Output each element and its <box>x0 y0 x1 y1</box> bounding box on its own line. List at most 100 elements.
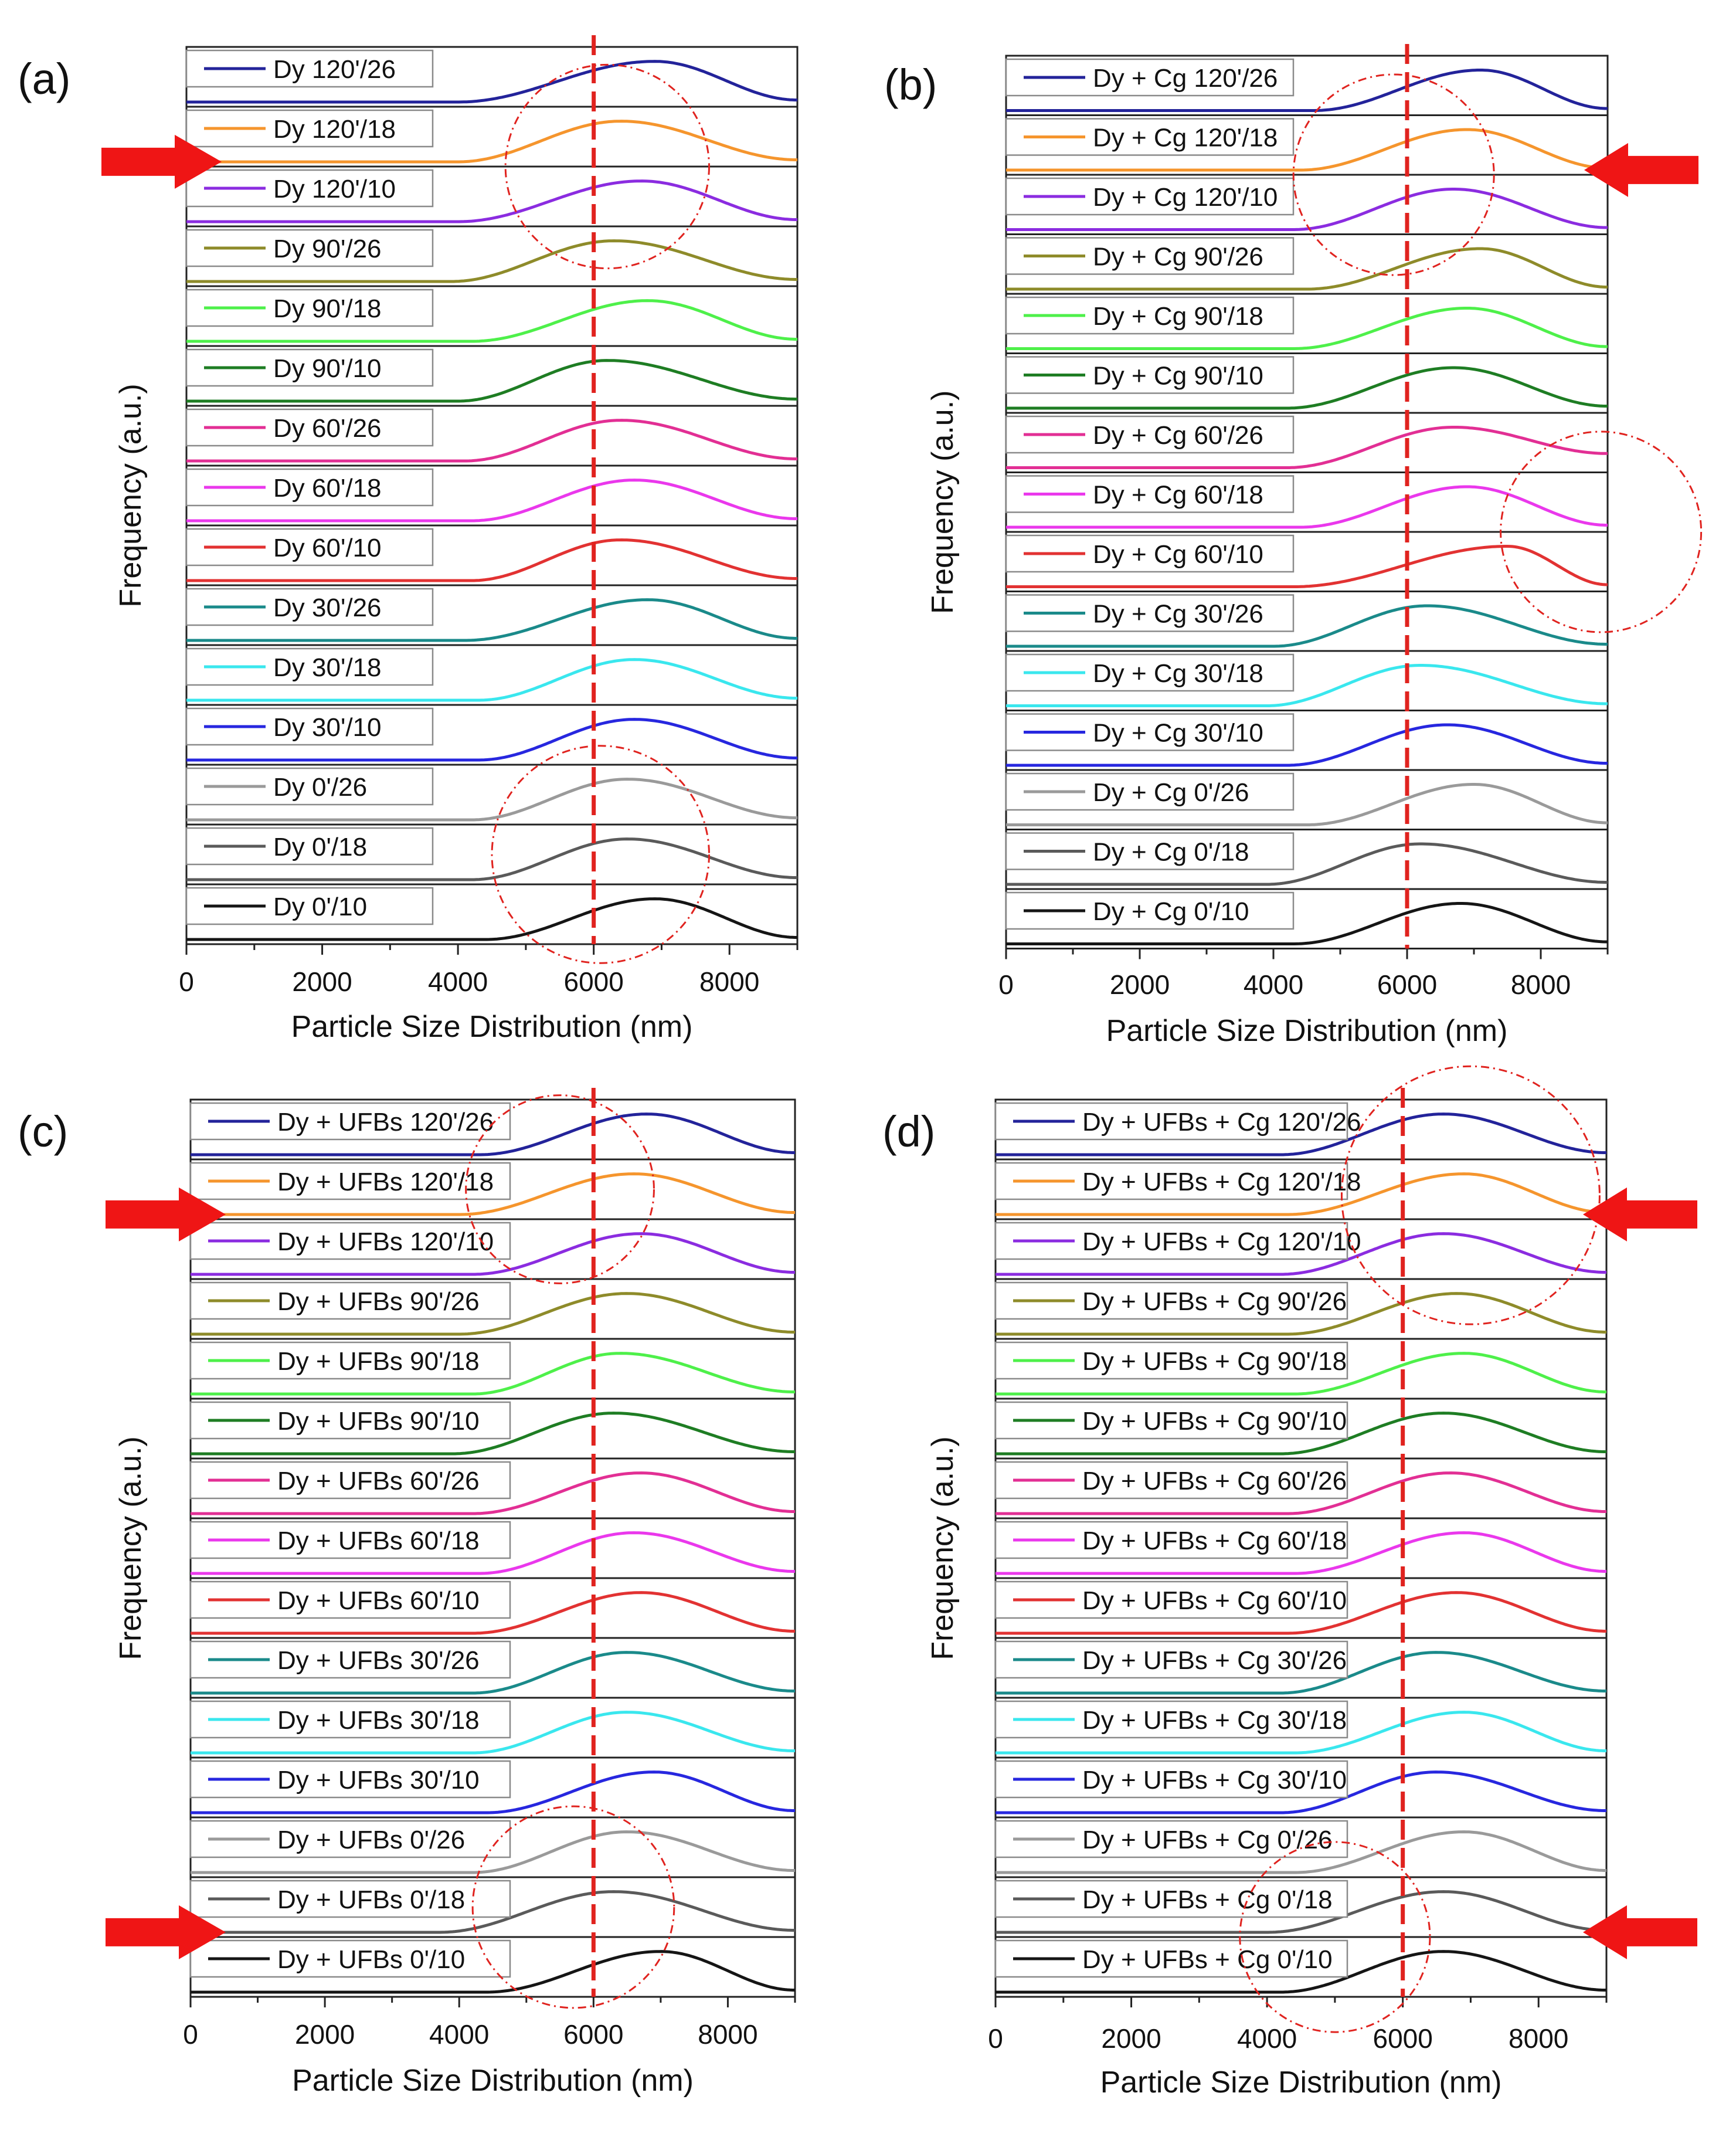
series-line <box>1006 128 1608 172</box>
red-arrow-icon <box>1584 143 1698 197</box>
x-tick-label: 4000 <box>429 2019 489 2050</box>
legend-label: Dy 120'/26 <box>273 55 396 84</box>
series-line <box>996 1711 1606 1755</box>
legend-box <box>185 109 434 148</box>
series-row: Dy + UFBs 60'/10 <box>189 1577 796 1639</box>
legend-label: Dy + UFBs 90'/18 <box>277 1347 480 1376</box>
legend-label: Dy 120'/18 <box>273 115 396 144</box>
legend-label: Dy 90'/18 <box>273 294 382 323</box>
series-row: Dy + UFBs + Cg 120'/10 <box>994 1218 1608 1280</box>
legend-box <box>185 408 434 447</box>
legend-label: Dy + UFBs + Cg 0'/18 <box>1082 1885 1333 1914</box>
y-axis-title: Frequency (a.u.) <box>114 1436 148 1660</box>
legend-label: Dy + Cg 60'/26 <box>1093 421 1263 450</box>
x-axis: 0 2000 4000 6000 8000 <box>183 1997 796 2050</box>
series-line <box>191 1412 795 1456</box>
legend-label: Dy 0'/10 <box>273 893 367 921</box>
panel-label: (d) <box>882 1107 935 1156</box>
series-line <box>1006 366 1608 410</box>
series-line <box>186 179 797 223</box>
series-line <box>191 1711 795 1755</box>
red-arrow-icon <box>106 1905 226 1959</box>
series-row: Dy + UFBs + Cg 0'/26 <box>994 1816 1608 1878</box>
legend-label: Dy + UFBs + Cg 120'/10 <box>1082 1227 1361 1256</box>
legend-label: Dy + Cg 120'/18 <box>1093 124 1278 152</box>
legend-label: Dy 90'/10 <box>273 354 382 383</box>
legend-label: Dy + Cg 30'/26 <box>1093 600 1263 629</box>
series-line <box>996 1830 1606 1874</box>
legend-label: Dy + UFBs 0'/10 <box>277 1945 465 1974</box>
x-tick-label: 2000 <box>1101 2023 1161 2054</box>
y-axis-title: Frequency (a.u.) <box>926 391 960 615</box>
legend-label: Dy + Cg 60'/18 <box>1093 481 1263 510</box>
series-line <box>996 1112 1606 1156</box>
x-tick-label: 2000 <box>295 2019 355 2050</box>
series-line <box>1006 902 1608 945</box>
legend-label: Dy + UFBs + Cg 60'/26 <box>1082 1467 1347 1495</box>
series-row: Dy 60'/26 <box>185 405 799 467</box>
series-row: Dy + UFBs 60'/18 <box>189 1517 796 1579</box>
legend-label: Dy + UFBs 90'/26 <box>277 1287 480 1316</box>
legend-label: Dy + Cg 90'/10 <box>1093 362 1263 391</box>
series-row: Dy + UFBs 120'/10 <box>189 1218 796 1280</box>
legend-label: Dy + UFBs 60'/10 <box>277 1586 480 1615</box>
series-row: Dy + Cg 90'/26 <box>1005 233 1609 295</box>
x-tick-label: 0 <box>998 969 1014 1000</box>
legend-label: Dy + Cg 0'/26 <box>1093 778 1249 807</box>
series-line <box>191 1950 795 1994</box>
series-row: Dy + UFBs 90'/26 <box>189 1278 796 1340</box>
x-tick-label: 2000 <box>292 966 352 997</box>
series-row: Dy + Cg 120'/18 <box>1005 114 1609 176</box>
annotation-circle <box>471 1805 675 2009</box>
x-axis: 0 2000 4000 6000 8000 <box>179 944 799 997</box>
series-line <box>1006 188 1608 231</box>
x-tick-label: 8000 <box>699 966 759 997</box>
series-row: Dy 60'/10 <box>185 524 799 586</box>
x-tick-label: 8000 <box>698 2019 757 2050</box>
series-row: Dy + UFBs + Cg 0'/18 <box>994 1876 1608 1938</box>
series-row: Dy + Cg 60'/10 <box>1005 531 1609 592</box>
series-line <box>996 1651 1606 1695</box>
series-row: Dy 90'/26 <box>185 225 799 287</box>
x-tick-label: 4000 <box>1237 2023 1297 2054</box>
series-line <box>996 1471 1606 1515</box>
series-row: Dy + UFBs + Cg 120'/18 <box>994 1158 1608 1220</box>
series-row: Dy 30'/18 <box>185 644 799 706</box>
legend-label: Dy 0'/26 <box>273 773 367 802</box>
x-tick-label: 6000 <box>1377 969 1437 1000</box>
legend-label: Dy 60'/10 <box>273 534 382 562</box>
series-line <box>1006 783 1608 826</box>
series-line <box>996 1531 1606 1575</box>
series-line <box>1006 545 1608 588</box>
x-axis-title: Particle Size Distribution (nm) <box>292 2064 694 2098</box>
legend-label: Dy + Cg 60'/10 <box>1093 540 1263 569</box>
series-row: Dy 120'/10 <box>185 165 799 228</box>
x-tick-label: 8000 <box>1511 969 1571 1000</box>
legend-label: Dy + UFBs + Cg 30'/18 <box>1082 1706 1347 1735</box>
series-row: Dy + Cg 90'/18 <box>1005 293 1609 354</box>
legend-label: Dy + Cg 0'/18 <box>1093 838 1249 867</box>
series-line <box>186 419 797 463</box>
legend-label: Dy 90'/26 <box>273 235 382 263</box>
series-line <box>191 1890 795 1934</box>
legend-label: Dy 120'/10 <box>273 175 396 203</box>
panel-label: (c) <box>18 1107 68 1156</box>
x-axis-title: Particle Size Distribution (nm) <box>1106 1014 1508 1048</box>
series-row: Dy + UFBs + Cg 90'/26 <box>994 1278 1608 1340</box>
series-line <box>1006 307 1608 350</box>
series-row: Dy + UFBs 0'/10 <box>189 1936 796 1998</box>
series-row: Dy + Cg 30'/26 <box>1005 591 1609 652</box>
legend-label: Dy + UFBs + Cg 0'/10 <box>1082 1945 1333 1974</box>
series-row: Dy 30'/26 <box>185 584 799 646</box>
series-line <box>191 1352 795 1396</box>
annotation-circle <box>1239 1841 1431 2033</box>
series-row: Dy 30'/10 <box>185 704 799 766</box>
series-line <box>996 1352 1606 1396</box>
series-row: Dy 0'/26 <box>185 764 799 826</box>
series-row: Dy + UFBs + Cg 60'/18 <box>994 1517 1608 1579</box>
legend-label: Dy + Cg 90'/18 <box>1093 302 1263 331</box>
legend-label: Dy + UFBs + Cg 90'/18 <box>1082 1347 1347 1376</box>
series-row: Dy + UFBs + Cg 90'/10 <box>994 1397 1608 1460</box>
legend-label: Dy + UFBs + Cg 0'/26 <box>1082 1826 1333 1854</box>
